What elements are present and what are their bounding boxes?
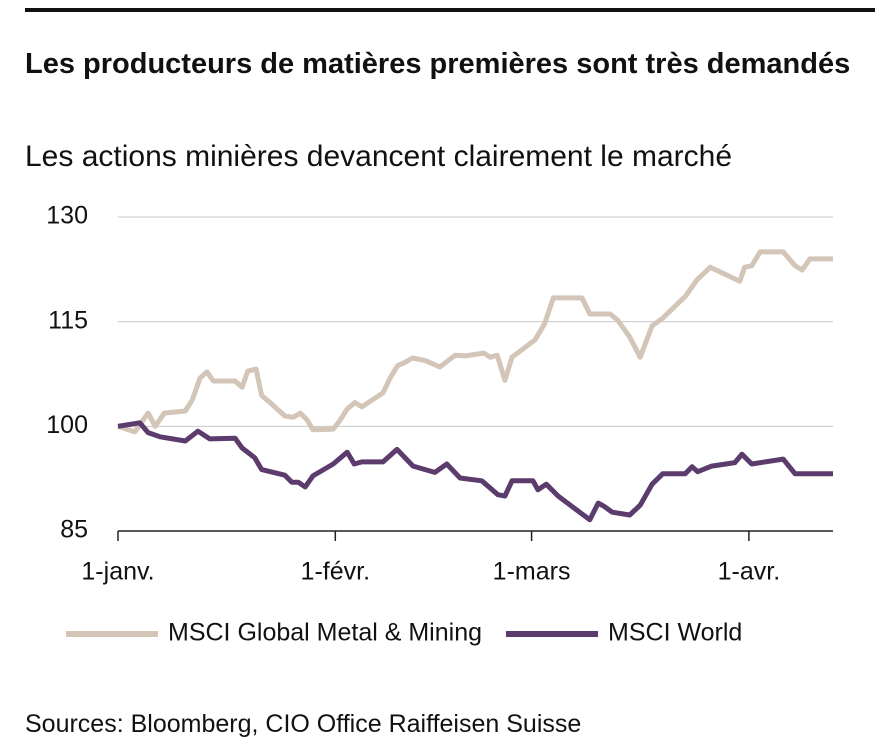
chart-subtitle: Les actions minières devancent clairemen… <box>25 140 733 173</box>
y-tick-label: 115 <box>48 306 88 334</box>
legend-label: MSCI Global Metal & Mining <box>168 619 482 647</box>
y-tick-label: 130 <box>46 202 88 230</box>
legend-label: MSCI World <box>608 619 742 647</box>
x-tick-label: 1-avr. <box>718 558 781 586</box>
top-rule <box>25 8 875 12</box>
source-note: Sources: Bloomberg, CIO Office Raiffeise… <box>25 710 582 738</box>
x-tick-label: 1-janv. <box>81 558 154 586</box>
x-tick-label: 1-mars <box>493 558 571 586</box>
series-line <box>117 420 833 523</box>
series-line <box>117 249 833 435</box>
chart-title: Les producteurs de matières premières so… <box>25 48 851 80</box>
x-tick-label: 1-févr. <box>301 558 370 586</box>
y-tick-label: 85 <box>60 516 88 544</box>
chart: 85 100 115 130 1-janv. 1-févr. 1-mars 1-avr. MSC… <box>46 202 833 647</box>
y-tick-label: 100 <box>46 411 88 439</box>
